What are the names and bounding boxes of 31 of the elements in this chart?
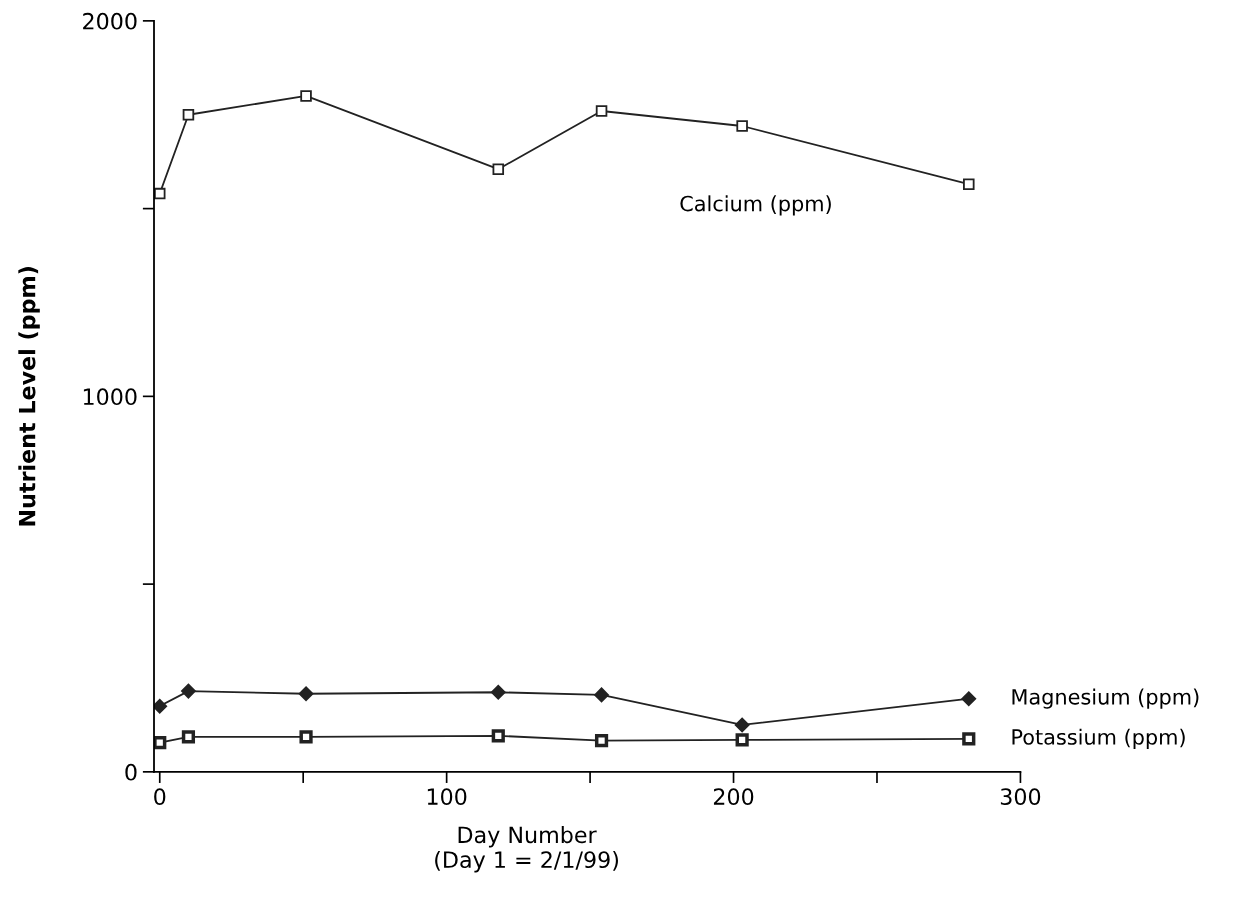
x-tick-label: 200 — [713, 788, 754, 806]
x-axis-title: Day Number (Day 1 = 2/1/99) — [435, 826, 619, 873]
point — [491, 685, 506, 700]
point — [491, 729, 505, 743]
x-tick-label: 300 — [1000, 788, 1041, 806]
y-tick-label: 2000 — [83, 12, 137, 30]
point — [594, 687, 609, 703]
y-axis-title: Nutrient Level (ppm) — [18, 267, 40, 526]
point — [298, 686, 314, 701]
point — [181, 683, 196, 699]
point — [154, 187, 166, 200]
series-label: Magnesium (ppm) — [1012, 688, 1199, 709]
point — [154, 698, 167, 714]
point — [182, 108, 195, 121]
point — [734, 717, 750, 733]
point — [154, 735, 167, 750]
y-tick-label: 1000 — [83, 388, 137, 406]
series-label: Potassium (ppm) — [1012, 728, 1185, 749]
point — [181, 730, 196, 744]
point — [962, 732, 976, 746]
point — [594, 734, 609, 748]
y-tick-label: 0 — [125, 763, 137, 781]
point — [961, 691, 976, 706]
point — [735, 733, 749, 747]
point — [963, 178, 975, 190]
point — [595, 105, 608, 117]
x-tick-label: 100 — [427, 788, 467, 806]
x-tick-label: 0 — [154, 788, 166, 806]
point — [299, 730, 313, 744]
point — [492, 163, 505, 175]
text: Calcium (ppm) — [680, 195, 831, 216]
